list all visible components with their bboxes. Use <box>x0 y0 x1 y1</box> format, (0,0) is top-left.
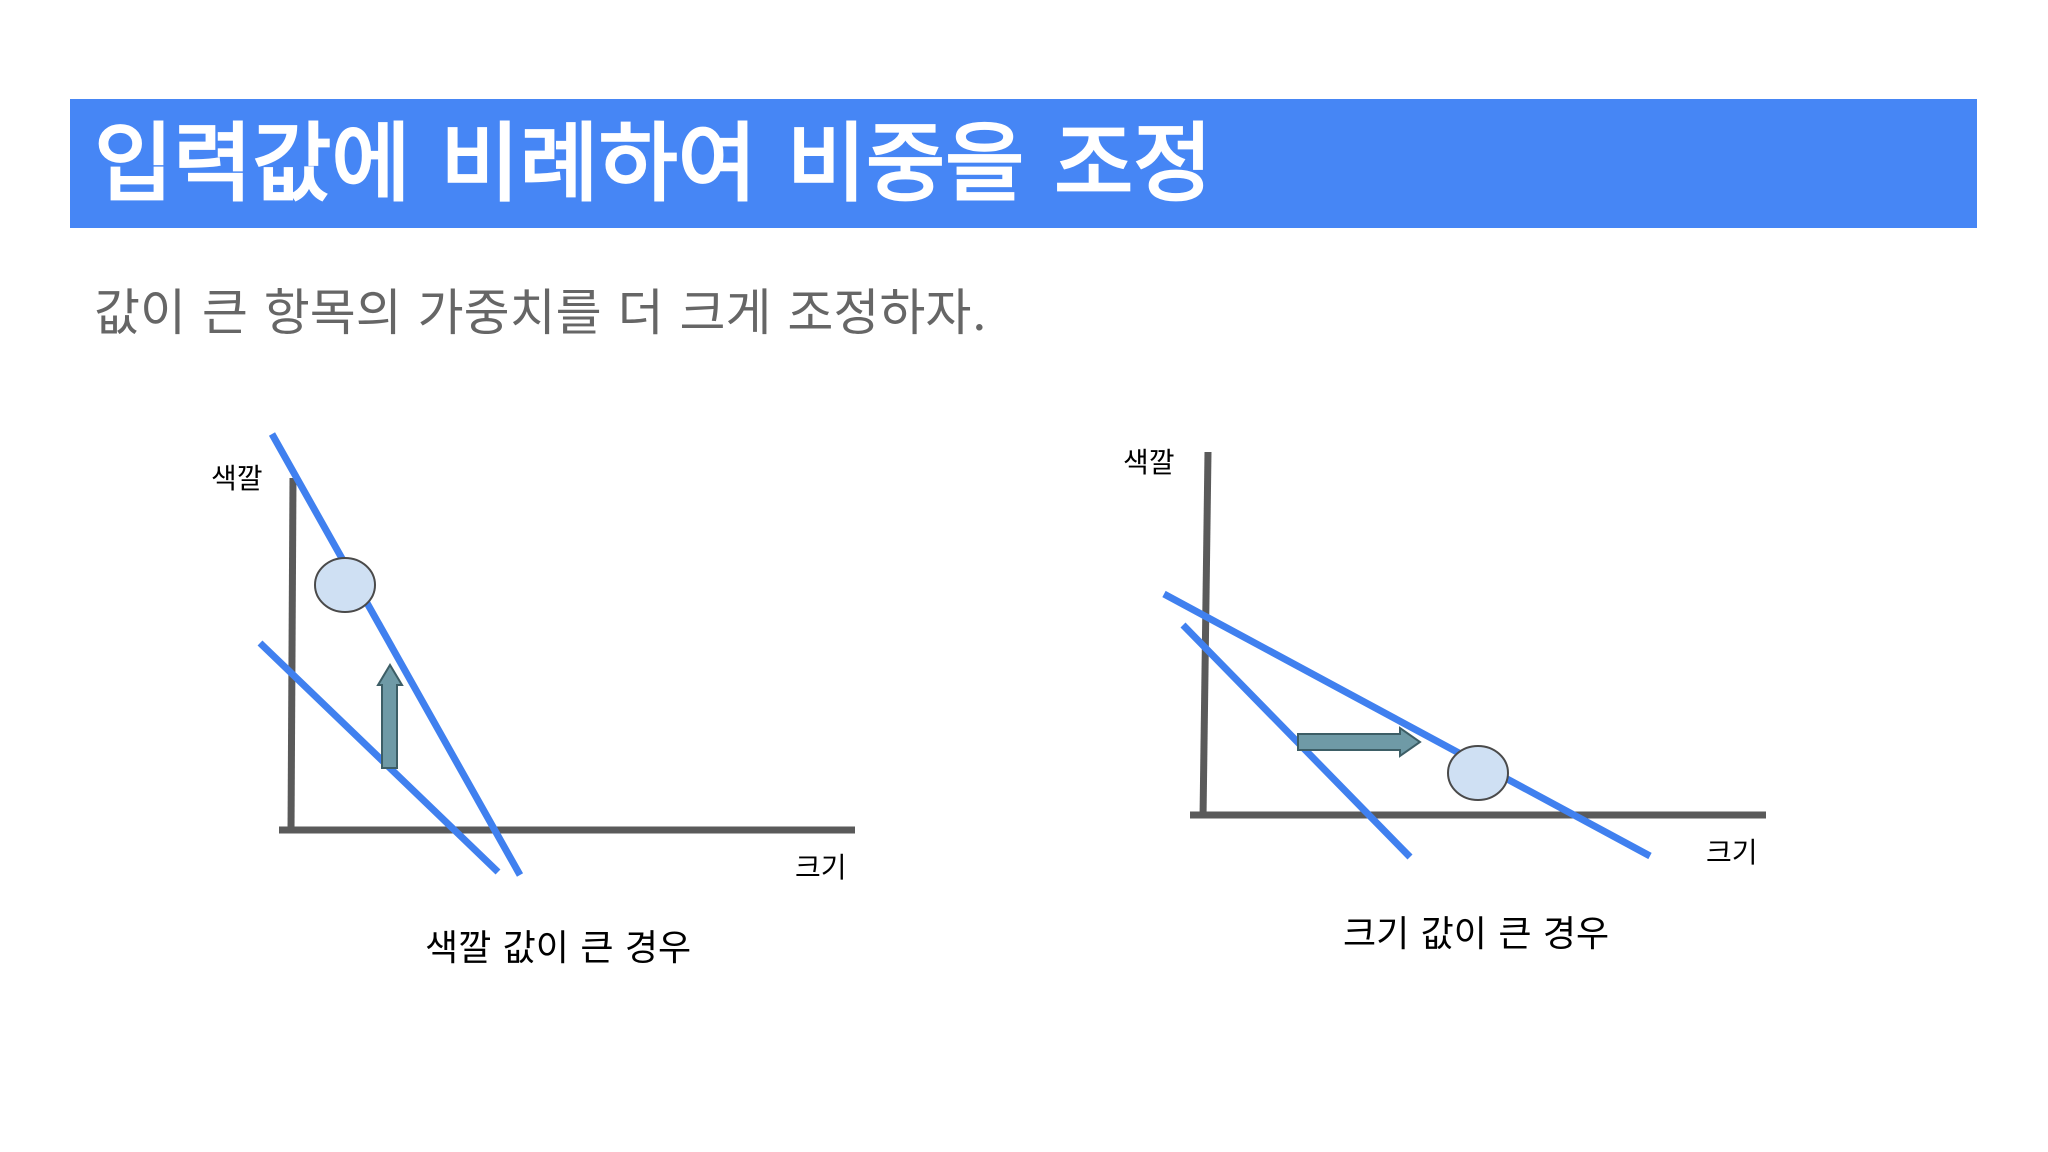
y-axis-label: 색깔 <box>1123 446 1175 479</box>
y-axis <box>287 477 297 833</box>
y-axis <box>1199 451 1212 819</box>
diagram-caption: 크기 값이 큰 경우 <box>1343 914 1609 955</box>
boundary-line-new <box>1162 590 1652 860</box>
boundary-line-new <box>268 432 524 877</box>
data-point <box>1447 745 1509 801</box>
slide-subtitle: 값이 큰 항목의 가중치를 더 크게 조정하자. <box>94 284 988 342</box>
diagram-color-large: 색깔 크기 색깔 값이 큰 경우 <box>211 432 855 969</box>
title-bar <box>70 99 1977 228</box>
boundary-line-old <box>1180 622 1413 860</box>
diagram-size-large: 색깔 크기 크기 값이 큰 경우 <box>1123 446 1766 955</box>
diagram-caption: 색깔 값이 큰 경우 <box>425 928 691 969</box>
x-axis-label: 크기 <box>795 851 847 884</box>
up-arrow-icon <box>376 663 404 769</box>
slide-title: 입력값에 비례하여 비중을 조정 <box>94 114 1213 214</box>
data-point <box>314 557 376 613</box>
x-axis-label: 크기 <box>1706 836 1758 869</box>
y-axis-label: 색깔 <box>211 462 263 495</box>
boundary-line-old <box>257 640 501 875</box>
right-arrow-icon <box>1297 726 1422 758</box>
